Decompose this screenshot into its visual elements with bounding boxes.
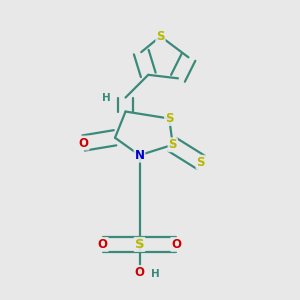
Text: S: S: [169, 138, 177, 151]
Text: N: N: [134, 149, 145, 162]
Text: S: S: [135, 238, 144, 251]
Text: H: H: [151, 269, 160, 279]
Text: H: H: [102, 92, 111, 103]
Text: O: O: [98, 238, 108, 251]
Text: S: S: [156, 30, 165, 43]
Text: O: O: [171, 238, 181, 251]
Text: S: S: [165, 112, 173, 125]
Text: O: O: [134, 266, 145, 279]
Text: O: O: [79, 136, 88, 149]
Text: S: S: [196, 156, 205, 169]
